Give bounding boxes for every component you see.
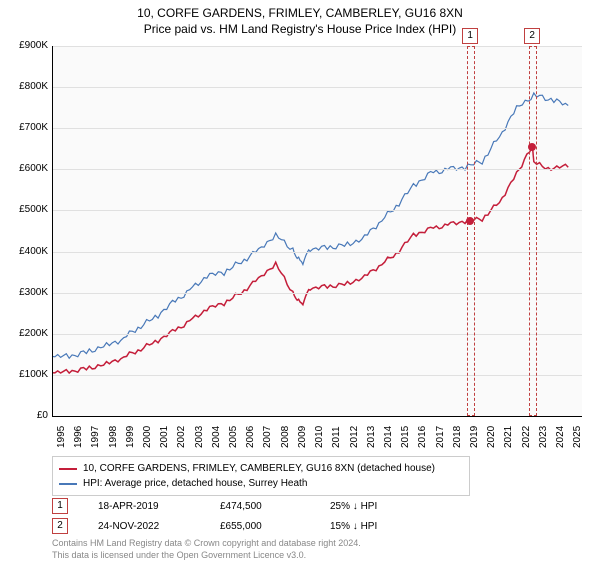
sale-marker-line — [467, 46, 475, 416]
sale-price: £474,500 — [220, 501, 300, 512]
legend-item: 10, CORFE GARDENS, FRIMLEY, CAMBERLEY, G… — [59, 461, 463, 476]
x-axis-label: 2019 — [469, 426, 480, 448]
x-axis-label: 2005 — [228, 426, 239, 448]
series-hpi — [52, 93, 568, 358]
axis — [52, 416, 582, 417]
chart-subtitle: Price paid vs. HM Land Registry's House … — [0, 22, 600, 36]
chart-container: 10, CORFE GARDENS, FRIMLEY, CAMBERLEY, G… — [0, 0, 600, 560]
legend-label: 10, CORFE GARDENS, FRIMLEY, CAMBERLEY, G… — [83, 461, 435, 476]
y-axis-label: £800K — [2, 81, 48, 92]
y-axis-label: £100K — [2, 369, 48, 380]
x-axis-label: 2021 — [503, 426, 514, 448]
x-axis-label: 2004 — [211, 426, 222, 448]
x-axis-label: 2002 — [176, 426, 187, 448]
gridline — [52, 87, 582, 88]
sale-diff: 25% ↓ HPI — [330, 501, 377, 512]
gridline — [52, 169, 582, 170]
gridline — [52, 128, 582, 129]
x-axis-label: 2000 — [142, 426, 153, 448]
y-axis-label: £300K — [2, 287, 48, 298]
x-axis-label: 2008 — [280, 426, 291, 448]
legend-label: HPI: Average price, detached house, Surr… — [83, 476, 307, 491]
x-axis-label: 2013 — [366, 426, 377, 448]
sale-diff: 15% ↓ HPI — [330, 521, 377, 532]
plot-area: 12 — [52, 46, 582, 416]
y-axis-label: £200K — [2, 328, 48, 339]
axis — [52, 46, 53, 416]
x-axis-label: 2023 — [538, 426, 549, 448]
sale-date: 24-NOV-2022 — [98, 521, 190, 532]
x-axis-label: 1995 — [56, 426, 67, 448]
chart-title-address: 10, CORFE GARDENS, FRIMLEY, CAMBERLEY, G… — [0, 6, 600, 20]
sale-marker-badge: 1 — [462, 28, 478, 44]
x-axis-label: 1999 — [125, 426, 136, 448]
x-axis-label: 1997 — [90, 426, 101, 448]
sale-row-badge: 2 — [52, 518, 68, 534]
sale-row: 1 18-APR-2019 £474,500 25% ↓ HPI — [52, 498, 377, 514]
x-axis-label: 2015 — [400, 426, 411, 448]
y-axis-label: £0 — [2, 410, 48, 421]
sale-row-badge: 1 — [52, 498, 68, 514]
sale-row: 2 24-NOV-2022 £655,000 15% ↓ HPI — [52, 518, 377, 534]
legend-swatch — [59, 468, 77, 470]
x-axis-label: 2017 — [435, 426, 446, 448]
x-axis-label: 2020 — [486, 426, 497, 448]
gridline — [52, 252, 582, 253]
x-axis-label: 2001 — [159, 426, 170, 448]
title-block: 10, CORFE GARDENS, FRIMLEY, CAMBERLEY, G… — [0, 0, 600, 36]
x-axis-label: 2011 — [331, 426, 342, 448]
y-axis-label: £600K — [2, 163, 48, 174]
x-axis-label: 2016 — [417, 426, 428, 448]
x-axis-label: 1998 — [108, 426, 119, 448]
gridline — [52, 334, 582, 335]
gridline — [52, 210, 582, 211]
y-axis-label: £900K — [2, 40, 48, 51]
x-axis-label: 1996 — [73, 426, 84, 448]
gridline — [52, 293, 582, 294]
x-axis-label: 2009 — [297, 426, 308, 448]
sale-marker-dot — [528, 143, 536, 151]
gridline — [52, 46, 582, 47]
y-axis-label: £700K — [2, 122, 48, 133]
legend-item: HPI: Average price, detached house, Surr… — [59, 476, 463, 491]
gridline — [52, 375, 582, 376]
sale-date: 18-APR-2019 — [98, 501, 190, 512]
footer-attribution: Contains HM Land Registry data © Crown c… — [52, 538, 361, 561]
x-axis-label: 2025 — [572, 426, 583, 448]
y-axis-label: £400K — [2, 246, 48, 257]
sale-price: £655,000 — [220, 521, 300, 532]
sale-marker-line — [529, 46, 537, 416]
x-axis-label: 2018 — [452, 426, 463, 448]
x-axis-label: 2010 — [314, 426, 325, 448]
x-axis-label: 2014 — [383, 426, 394, 448]
footer-line2: This data is licensed under the Open Gov… — [52, 550, 361, 561]
legend-swatch — [59, 483, 77, 485]
y-axis-label: £500K — [2, 204, 48, 215]
x-axis-label: 2006 — [245, 426, 256, 448]
sale-marker-badge: 2 — [524, 28, 540, 44]
line-series-svg — [52, 46, 582, 416]
footer-line1: Contains HM Land Registry data © Crown c… — [52, 538, 361, 550]
x-axis-label: 2007 — [262, 426, 273, 448]
series-property — [52, 147, 568, 373]
x-axis-label: 2022 — [521, 426, 532, 448]
x-axis-label: 2012 — [349, 426, 360, 448]
x-axis-label: 2024 — [555, 426, 566, 448]
legend: 10, CORFE GARDENS, FRIMLEY, CAMBERLEY, G… — [52, 456, 470, 496]
x-axis-label: 2003 — [194, 426, 205, 448]
